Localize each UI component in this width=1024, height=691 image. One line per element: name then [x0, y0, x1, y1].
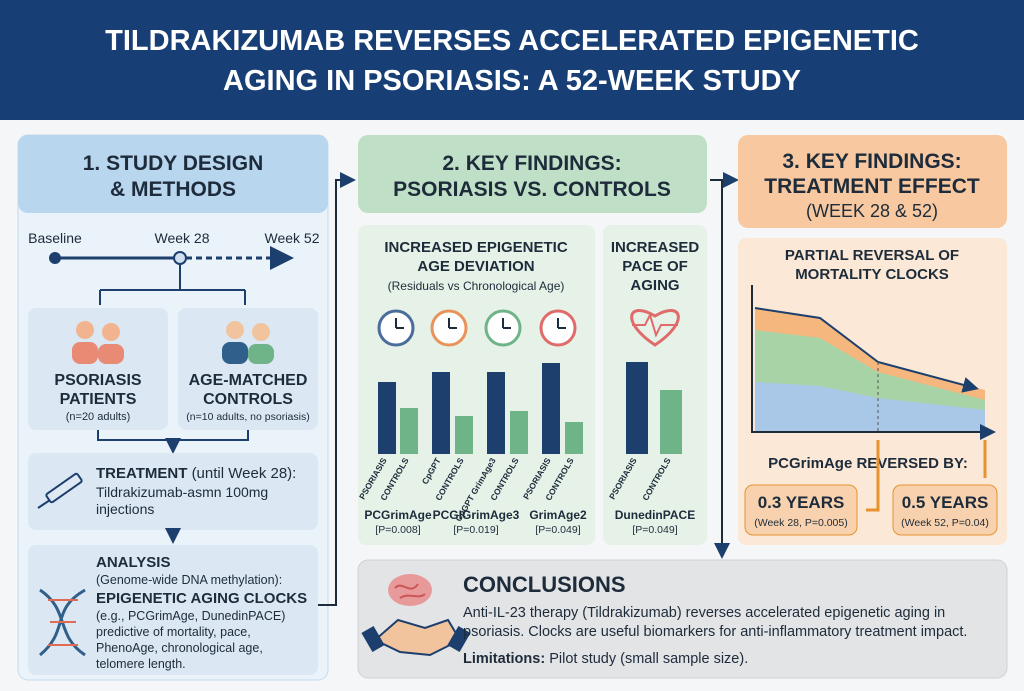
group-title: AGE-MATCHED: [189, 372, 308, 389]
conclusions-text: psoriasis. Clocks are useful biomarkers …: [463, 624, 967, 640]
connector: [866, 440, 987, 512]
p-value: [P=0.049]: [632, 524, 677, 536]
header-bar: [0, 0, 1024, 120]
timeline-label: Week 52: [265, 230, 320, 246]
clocks-text: predictive of mortality, pace,: [96, 625, 251, 639]
title: AGING IN PSORIASIS: A 52-WEEK STUDY: [223, 65, 801, 97]
pulse-icon: [632, 312, 678, 338]
clock-icons: [377, 309, 577, 347]
subpanel-title: AGING: [630, 277, 679, 294]
clock-name: DunedinPACE: [615, 508, 695, 522]
design-header: [18, 135, 328, 213]
group-title: PSORIASIS: [54, 372, 141, 389]
findings-header: [358, 135, 707, 213]
limitations-text: Pilot study (small sample size).: [549, 651, 748, 667]
chart-title: MORTALITY CLOCKS: [795, 266, 949, 283]
syringe-icon: [37, 472, 83, 509]
clocks-text: PhenoAge, chronological age,: [96, 641, 263, 655]
result-value: 0.3 YEARS: [758, 493, 845, 512]
effect-header: [738, 135, 1007, 228]
conclusions-box: [357, 559, 1008, 679]
brain-handshake-icon: [361, 574, 471, 657]
clocks-label: EPIGENETIC AGING CLOCKS: [96, 590, 307, 607]
analysis-method: (Genome-wide DNA methylation):: [96, 573, 282, 587]
limitations: Limitations: Pilot study (small sample s…: [463, 651, 748, 667]
group-box: [28, 308, 168, 430]
timeline-label: Week 28: [155, 230, 210, 246]
reversed-label: PCGrimAge REVERSED BY:: [768, 455, 968, 472]
panel-title: & METHODS: [110, 178, 236, 201]
title: TILDRAKIZUMAB REVERSES ACCELERATED EPIGE…: [105, 25, 919, 57]
subpanel-title: AGE DEVIATION: [417, 258, 534, 275]
panel-title: 1. STUDY DESIGN: [83, 152, 264, 175]
result-note: (Week 52, P=0.04): [901, 517, 989, 529]
analysis-label: ANALYSIS: [96, 554, 170, 571]
treatment-label: TREATMENT: [96, 465, 187, 482]
bars: [378, 362, 682, 454]
clock-name: PCGIGrimAge3: [433, 508, 520, 522]
timeline-label: Baseline: [28, 230, 82, 246]
subpanel-title: INCREASED: [611, 239, 700, 256]
clocks-text: (e.g., PCGrimAge, DunedinPACE): [96, 609, 285, 623]
group-title: PATIENTS: [60, 391, 137, 408]
group-note: (n=10 adults, no psoriasis): [186, 411, 309, 423]
group-note: (n=20 adults): [66, 411, 131, 423]
deviation-panel: [358, 225, 595, 545]
analysis-box: [28, 545, 318, 675]
p-value: [P=0.049]: [535, 524, 580, 536]
treatment-qualifier: (until Week 28):: [192, 465, 297, 482]
conclusions-title: CONCLUSIONS: [463, 572, 626, 597]
result-box: [744, 484, 858, 536]
subpanel-subtitle: (Residuals vs Chronological Age): [388, 279, 565, 293]
clock-name: PCGrimAge: [364, 508, 432, 522]
timeline: [49, 246, 294, 305]
panel-title: TREATMENT EFFECT: [764, 175, 980, 198]
panel-subtitle: (WEEK 28 & 52): [806, 201, 938, 221]
result-note: (Week 28, P=0.005): [754, 517, 848, 529]
panel-title: 3. KEY FINDINGS:: [782, 150, 961, 173]
treatment-text: Tildrakizumab-asmn 100mg: [96, 484, 268, 500]
group-box: [178, 308, 318, 430]
p-value: [P=0.008]: [375, 524, 420, 536]
limitations-label: Limitations:: [463, 651, 545, 667]
connector: [318, 172, 356, 606]
subpanel-title: PACE OF: [622, 258, 688, 275]
p-value: [P=0.019]: [453, 524, 498, 536]
controls-icon: [222, 321, 274, 364]
patients-icon: [72, 321, 124, 364]
treatment-text: injections: [96, 501, 154, 517]
result-box: [892, 484, 998, 536]
treatment-box: [28, 453, 318, 530]
dna-icon: [39, 588, 86, 657]
area-chart: [751, 285, 996, 440]
result-value: 0.5 YEARS: [902, 493, 989, 512]
group-title: CONTROLS: [203, 391, 293, 408]
panel-title: PSORIASIS VS. CONTROLS: [393, 178, 671, 201]
conclusions-text: Anti-IL-23 therapy (Tildrakizumab) rever…: [463, 605, 945, 621]
connector: [97, 430, 249, 450]
chart-title: PARTIAL REVERSAL OF: [785, 247, 959, 264]
pace-panel: [603, 225, 707, 545]
clocks-text: telomere length.: [96, 657, 186, 671]
treatment-heading: TREATMENT (until Week 28):: [96, 465, 296, 482]
clock-name: GrimAge2: [529, 508, 587, 522]
subpanel-title: INCREASED EPIGENETIC: [384, 239, 568, 256]
panel-title: 2. KEY FINDINGS:: [442, 152, 621, 175]
